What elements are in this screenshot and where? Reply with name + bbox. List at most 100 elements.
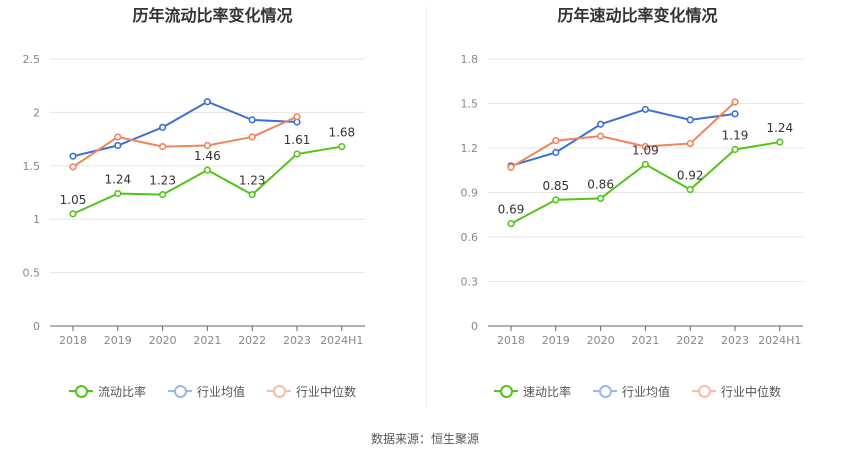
data-point: [114, 133, 122, 141]
legend-item-current-ratio[interactable]: 流动比率: [68, 381, 146, 401]
legend-item-quick-ratio[interactable]: 速动比率: [493, 381, 571, 401]
y-tick-label: 2: [33, 106, 40, 119]
data-label: 1.09: [632, 143, 659, 157]
y-tick-label: 1.8: [461, 53, 479, 66]
current-ratio-chart: 0 0.5 1 1.5 2 2.5 2018 2019 2020 2021 2022 2023 2024…: [23, 53, 365, 347]
series-line: [510, 108, 736, 167]
data-point: [552, 148, 560, 157]
data-point: [69, 210, 77, 218]
chart-title: 历年流动比率变化情况: [132, 6, 293, 25]
data-point: [248, 116, 256, 124]
data-point: [203, 166, 211, 174]
x-tick-label: 2019: [104, 334, 132, 347]
data-label: 1.05: [60, 193, 87, 207]
data-point: [114, 189, 122, 198]
data-point: [114, 141, 122, 150]
data-point: [159, 142, 167, 151]
data-point: [597, 120, 605, 128]
y-tick-label: 0.6: [461, 231, 479, 244]
data-point: [507, 163, 515, 171]
data-point: [776, 138, 784, 146]
data-label: 0.85: [542, 179, 569, 193]
data-point: [293, 113, 301, 121]
data-point: [686, 116, 694, 124]
y-tick-label: 1.5: [23, 160, 41, 173]
y-tick-label: 1.5: [461, 98, 479, 111]
panel-divider: [426, 6, 427, 408]
data-point: [203, 98, 211, 106]
legend-marker-icon: [493, 384, 518, 398]
data-point: [69, 152, 77, 160]
legend-label: 行业均值: [196, 384, 245, 399]
data-label: 1.23: [239, 174, 266, 188]
data-point: [641, 160, 649, 168]
chart-title: 历年速动比率变化情况: [557, 6, 718, 25]
data-label: 1.24: [766, 121, 793, 135]
data-point: [203, 141, 211, 150]
data-point: [507, 220, 515, 228]
series-line: [72, 100, 298, 158]
data-label: 0.86: [587, 177, 614, 191]
data-point: [686, 185, 694, 194]
current-ratio-chart-panel: 历年流动比率变化情况 0 0.5 1 1.5 2 2.5 2018 2019 2020 2021 2…: [0, 0, 425, 420]
data-point: [159, 191, 167, 199]
x-tick-label: 2018: [59, 334, 87, 347]
legend-label: 速动比率: [522, 384, 571, 399]
y-tick-label: 0.9: [461, 187, 479, 200]
y-tick-label: 2.5: [23, 53, 41, 66]
x-tick-label: 2019: [542, 334, 570, 347]
x-tick-label: 2022: [238, 334, 266, 347]
legend-label: 行业均值: [621, 384, 670, 399]
data-point: [338, 142, 346, 151]
y-tick-label: 0.3: [461, 276, 479, 289]
data-point: [159, 123, 167, 131]
data-point: [597, 194, 605, 203]
y-tick-label: 0: [33, 320, 40, 333]
data-point: [731, 98, 739, 106]
data-point: [686, 139, 694, 148]
data-label: 1.68: [328, 126, 355, 140]
legend-marker-icon: [167, 384, 192, 398]
data-source-note: 数据来源：恒生聚源: [370, 432, 479, 446]
data-point: [293, 150, 301, 158]
data-point: [641, 105, 649, 114]
x-tick-label: 2020: [149, 334, 177, 347]
data-label: 1.19: [722, 128, 749, 142]
y-tick-label: 1: [33, 213, 40, 226]
data-point: [248, 191, 256, 199]
data-label: 1.46: [194, 149, 221, 163]
legend-marker-icon: [68, 384, 93, 398]
legend: 速动比率 行业均值 行业中位数: [425, 381, 850, 401]
legend-item-industry-mean[interactable]: 行业均值: [167, 381, 245, 401]
data-point: [641, 142, 649, 151]
x-tick-label: 2024H1: [320, 334, 363, 347]
data-label: 1.61: [284, 133, 311, 147]
data-point: [69, 163, 77, 171]
data-point: [552, 196, 560, 204]
x-tick-label: 2023: [283, 334, 311, 347]
legend-marker-icon: [592, 384, 617, 398]
data-label: 1.24: [104, 173, 131, 187]
x-tick-label: 2018: [497, 334, 525, 347]
series-line: [510, 101, 736, 169]
data-point: [248, 133, 256, 141]
x-tick-label: 2021: [631, 334, 659, 347]
data-label: 0.92: [677, 169, 704, 183]
data-point: [597, 132, 605, 140]
legend-item-industry-mean[interactable]: 行业均值: [592, 381, 670, 401]
data-label: 0.69: [498, 203, 525, 217]
x-tick-label: 2021: [193, 334, 221, 347]
x-tick-label: 2024H1: [758, 334, 801, 347]
data-point: [731, 145, 739, 154]
data-label: 1.23: [149, 174, 176, 188]
legend-label: 行业中位数: [721, 384, 782, 399]
legend-item-industry-median[interactable]: 行业中位数: [267, 381, 356, 401]
legend-label: 行业中位数: [296, 384, 357, 399]
legend-marker-icon: [267, 384, 291, 398]
x-tick-label: 2022: [676, 334, 704, 347]
legend: 流动比率 行业均值 行业中位数: [0, 381, 425, 401]
legend-item-industry-median[interactable]: 行业中位数: [692, 381, 781, 401]
data-point: [552, 136, 560, 145]
x-tick-label: 2020: [587, 334, 615, 347]
y-tick-label: 1.2: [461, 142, 479, 155]
